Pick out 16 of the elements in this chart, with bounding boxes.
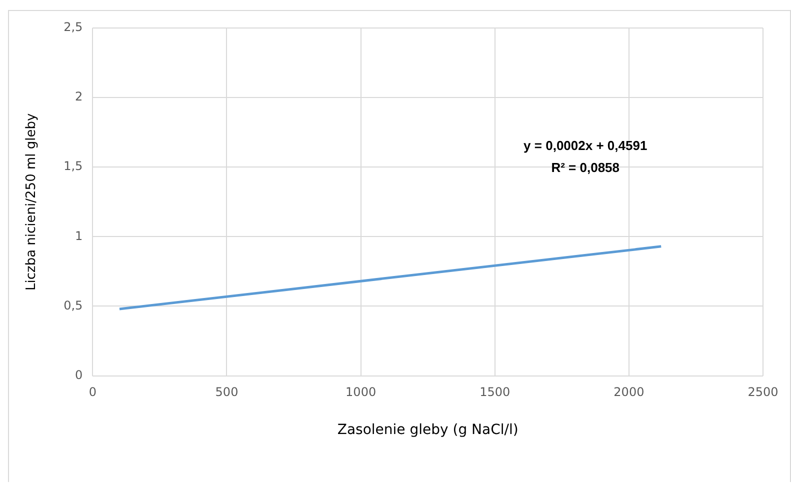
y-axis-title: Liczba nicieni/250 ml gleby (24, 113, 40, 290)
y-tick-label: 2 (75, 90, 83, 104)
y-tick-label: 0 (75, 368, 83, 382)
annotation: R² = 0,0858 (551, 160, 620, 175)
annotation: y = 0,0002x + 0,4591 (524, 138, 648, 153)
x-tick-label: 500 (215, 385, 238, 400)
y-tick-label: 1,5 (64, 159, 83, 174)
x-tick-label: 2500 (748, 385, 778, 400)
x-tick-label: 1000 (346, 385, 376, 400)
y-tick-label: 1 (75, 228, 83, 243)
x-tick-label: 1500 (480, 385, 510, 400)
x-tick-label: 2000 (614, 385, 644, 400)
x-axis-title: Zasolenie gleby (g NaCl/l) (337, 422, 518, 438)
y-tick-label: 2,5 (64, 20, 83, 34)
y-tick-label: 0,5 (64, 298, 83, 312)
x-tick-label: 0 (88, 385, 97, 400)
